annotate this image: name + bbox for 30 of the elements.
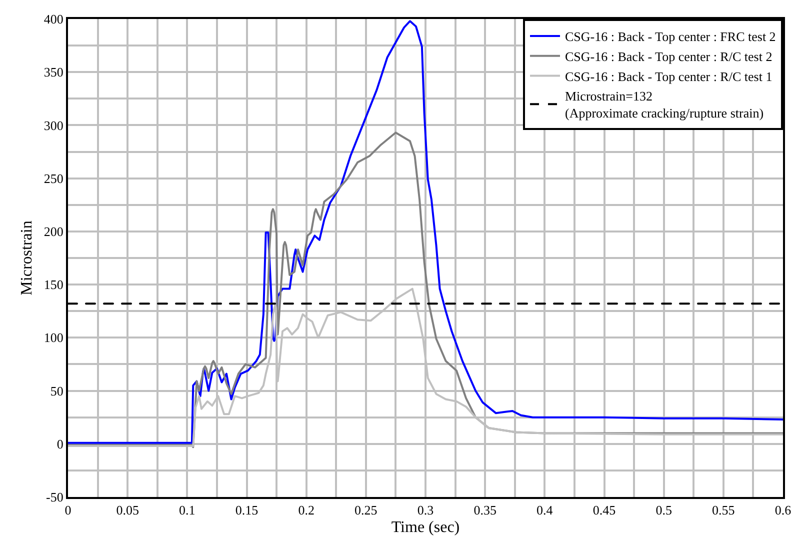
x-tick-label: 0.6 <box>774 502 792 518</box>
y-tick-label: 150 <box>44 277 64 292</box>
x-tick-label: 0.1 <box>179 502 196 518</box>
x-tick-label: 0.05 <box>116 502 139 518</box>
y-tick-label: 100 <box>44 330 64 346</box>
legend-label: CSG-16 : Back - Top center : R/C test 2 <box>565 48 772 64</box>
x-tick-label: 0.5 <box>656 502 672 518</box>
x-tick-label: 0.45 <box>592 502 616 518</box>
legend-label: CSG-16 : Back - Top center : FRC test 2 <box>565 29 776 44</box>
line-series <box>68 132 783 448</box>
x-tick-label: 0.2 <box>298 502 314 518</box>
y-tick-label: -50 <box>46 490 64 505</box>
legend-label: CSG-16 : Back - Top center : R/C test 1 <box>565 68 772 84</box>
legend-label: Microstrain=132 (Approximate cracking/rupture strain) <box>565 88 764 121</box>
x-axis-title: Time (sec) <box>391 518 460 536</box>
y-tick-label: 50 <box>50 383 64 398</box>
y-tick-label: 0 <box>56 436 64 452</box>
y-tick-label: 300 <box>44 118 64 133</box>
x-tick-label: 0.3 <box>417 502 434 518</box>
x-tick-label: 0.15 <box>235 502 258 518</box>
y-tick-label: 250 <box>44 170 64 186</box>
y-tick-label: 400 <box>44 12 64 27</box>
line-series <box>68 20 783 444</box>
x-tick-label: 0.55 <box>712 502 735 518</box>
y-axis-title: Microstrain <box>18 220 36 296</box>
x-tick-label: 0.35 <box>474 502 496 518</box>
x-tick-label: 0.25 <box>354 502 378 518</box>
y-tick-label: 350 <box>44 64 64 80</box>
y-tick-label: 200 <box>44 224 64 239</box>
x-tick-label: 0.4 <box>536 502 554 518</box>
